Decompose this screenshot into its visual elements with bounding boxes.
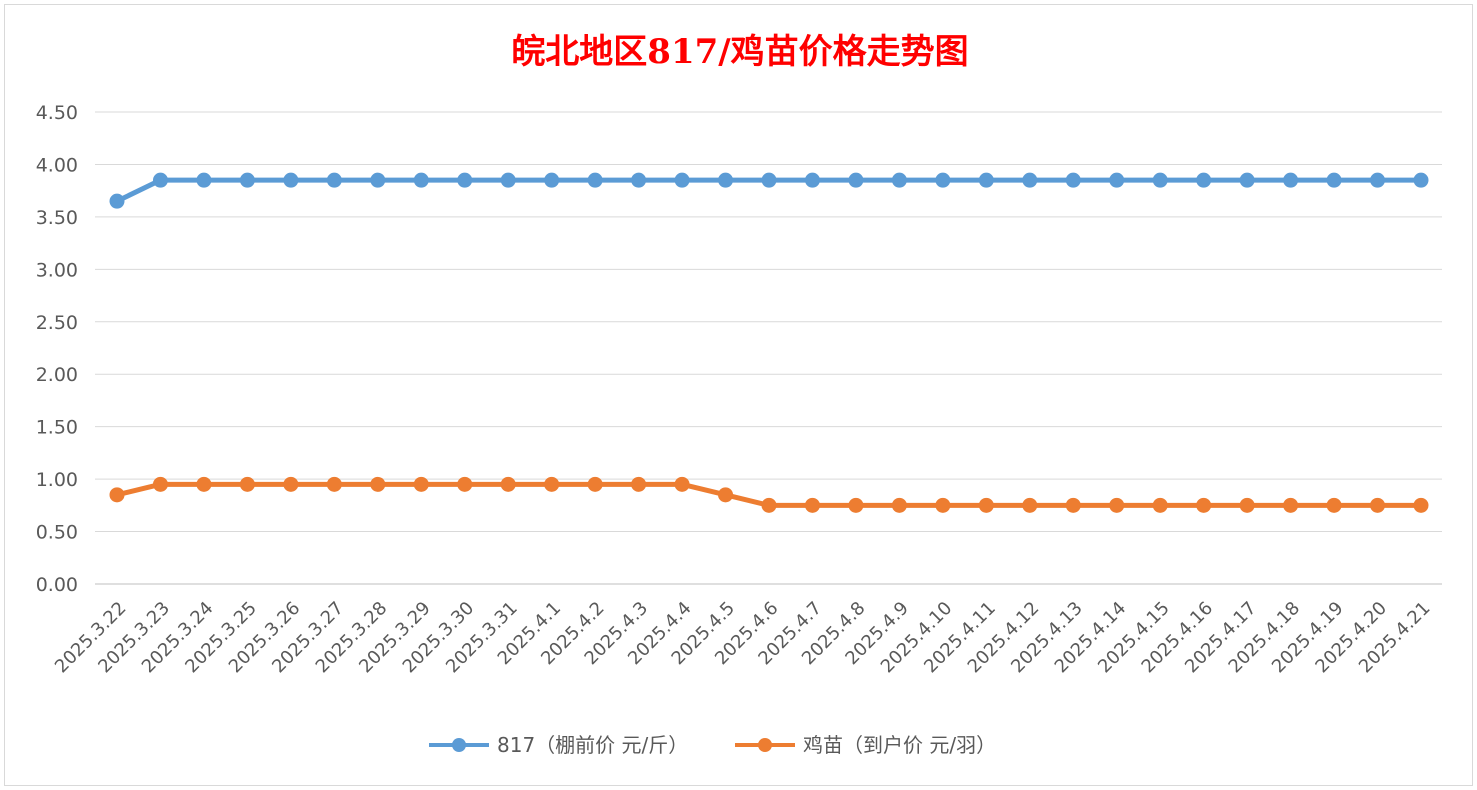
series-0 [109, 172, 1429, 209]
data-point [1326, 497, 1342, 513]
y-tick-label: 1.50 [36, 417, 78, 439]
data-point [370, 476, 386, 492]
data-point [1196, 172, 1212, 188]
data-point [1196, 497, 1212, 513]
legend-label-817: 817（棚前价 元/斤） [497, 733, 688, 757]
y-tick-label: 0.50 [36, 522, 78, 544]
data-point [239, 476, 255, 492]
data-point [109, 487, 125, 503]
data-point [544, 172, 560, 188]
data-point [935, 172, 951, 188]
data-point [326, 476, 342, 492]
y-tick-label: 3.50 [36, 207, 78, 229]
x-axis-ticks: 2025.3.222025.3.232025.3.242025.3.252025… [51, 598, 1435, 678]
chart-title: 皖北地区817/鸡苗价格走势图 [511, 32, 968, 72]
data-point [1152, 172, 1168, 188]
data-point [239, 172, 255, 188]
data-point [1109, 497, 1125, 513]
y-tick-label: 4.00 [36, 154, 78, 176]
data-point [978, 172, 994, 188]
data-point [848, 497, 864, 513]
data-point [370, 172, 386, 188]
data-point [761, 497, 777, 513]
data-point [457, 172, 473, 188]
legend-item-chick[interactable]: 鸡苗（到户价 元/羽） [735, 733, 996, 757]
data-point [674, 172, 690, 188]
data-point [891, 172, 907, 188]
legend[interactable]: 817（棚前价 元/斤） 鸡苗（到户价 元/羽） [429, 733, 996, 757]
data-point [587, 476, 603, 492]
y-tick-label: 4.50 [36, 102, 78, 124]
series-1 [109, 476, 1429, 513]
line-chart: 皖北地区817/鸡苗价格走势图 0.00 0.50 1.00 1.50 2.00 2.50… [36, 32, 1442, 757]
data-point [935, 497, 951, 513]
data-point [761, 172, 777, 188]
y-axis-ticks: 0.00 0.50 1.00 1.50 2.00 2.50 3.00 3.50 4.00 4.50 [36, 102, 78, 596]
data-point [500, 172, 516, 188]
data-point [283, 476, 299, 492]
legend-marker-chick [758, 738, 772, 752]
data-point [196, 476, 212, 492]
data-point [891, 497, 907, 513]
data-point [109, 193, 125, 209]
data-point [196, 172, 212, 188]
data-point [1413, 497, 1429, 513]
series-layer [109, 172, 1429, 513]
y-tick-label: 2.00 [36, 364, 78, 386]
data-point [326, 172, 342, 188]
data-point [544, 476, 560, 492]
data-point [152, 172, 168, 188]
data-point [413, 172, 429, 188]
data-point [457, 476, 473, 492]
y-tick-label: 0.00 [36, 574, 78, 596]
data-point [1326, 172, 1342, 188]
data-point [978, 497, 994, 513]
data-point [152, 476, 168, 492]
data-point [1283, 497, 1299, 513]
data-point [1152, 497, 1168, 513]
data-point [283, 172, 299, 188]
grid-lines [95, 111, 1442, 585]
data-point [1022, 172, 1038, 188]
data-point [1065, 497, 1081, 513]
data-point [718, 172, 734, 188]
data-point [1022, 497, 1038, 513]
data-point [1413, 172, 1429, 188]
data-point [1109, 172, 1125, 188]
data-point [804, 497, 820, 513]
data-point [674, 476, 690, 492]
y-tick-label: 1.00 [36, 469, 78, 491]
data-point [631, 172, 647, 188]
data-point [1065, 172, 1081, 188]
data-point [1283, 172, 1299, 188]
y-tick-label: 3.00 [36, 259, 78, 281]
data-point [848, 172, 864, 188]
y-tick-label: 2.50 [36, 312, 78, 334]
legend-item-817[interactable]: 817（棚前价 元/斤） [429, 733, 688, 757]
data-point [1239, 497, 1255, 513]
data-point [631, 476, 647, 492]
data-point [1370, 172, 1386, 188]
legend-marker-817 [452, 738, 466, 752]
data-point [1239, 172, 1255, 188]
data-point [1370, 497, 1386, 513]
data-point [500, 476, 516, 492]
data-point [413, 476, 429, 492]
data-point [587, 172, 603, 188]
chart-frame: 皖北地区817/鸡苗价格走势图 0.00 0.50 1.00 1.50 2.00 2.50… [4, 4, 1473, 786]
legend-label-chick: 鸡苗（到户价 元/羽） [803, 733, 996, 757]
data-point [804, 172, 820, 188]
data-point [718, 487, 734, 503]
